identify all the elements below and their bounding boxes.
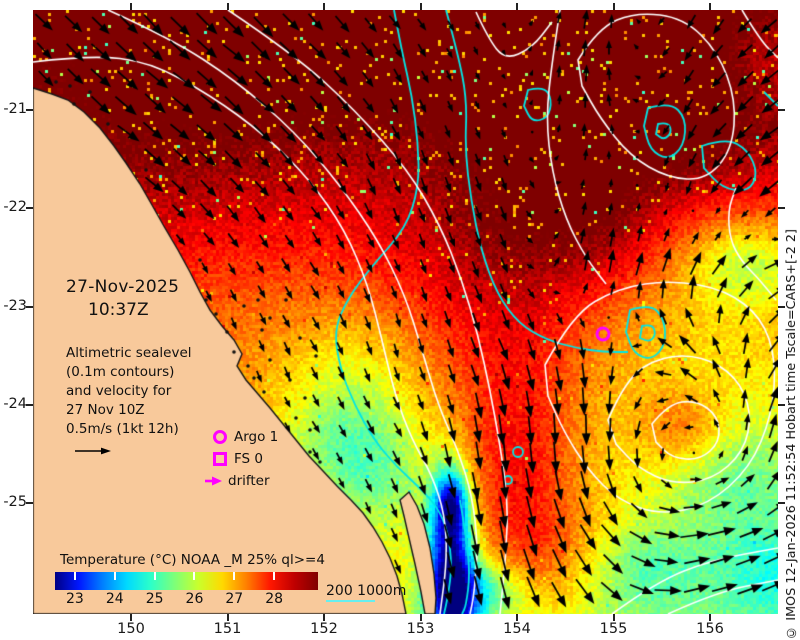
y-axis-tick: [26, 109, 33, 111]
y-axis-tick: [26, 403, 33, 406]
colorbar-tick-label: 27: [225, 591, 244, 607]
sst-velocity-map: [33, 10, 778, 614]
colorbar-block: Temperature (°C) NOAA _M 25% ql>=4 23 24 2…: [55, 552, 395, 607]
colorbar-tick-labels: 23 24 25 26 27 28: [55, 591, 318, 607]
observation-legend: Argo 1 FS 0 drifter: [205, 426, 278, 492]
x-axis-tick: [612, 3, 615, 10]
y-axis-tick-label: -23: [3, 297, 27, 314]
x-axis-tick: [226, 614, 229, 621]
x-axis-tick: [709, 614, 711, 621]
colorbar-tick: [153, 572, 156, 580]
y-axis-tick: [778, 207, 785, 210]
colorbar-tick-label: 23: [66, 591, 84, 607]
legend-label: drifter: [228, 473, 270, 489]
x-axis-tick: [130, 614, 132, 621]
x-axis-tick: [323, 3, 325, 10]
timestamp-label: 10:37Z: [88, 300, 149, 320]
x-axis-tick: [612, 614, 615, 621]
y-axis-tick: [26, 502, 33, 504]
argo-circle-icon: [210, 428, 234, 446]
x-axis-tick: [516, 614, 518, 621]
x-axis-tick-label: 153: [406, 621, 435, 637]
copyright-vertical-text: © IMOS 12-Jan-2026 11:52:54 Hobart time …: [784, 229, 799, 640]
legend-item-argo: Argo 1: [210, 426, 278, 448]
x-axis-tick-label: 154: [503, 621, 531, 637]
colorbar-gradient: [55, 572, 318, 590]
x-axis-tick-label: 152: [310, 621, 338, 637]
info-text-line: 0.5m/s (1kt 12h): [66, 421, 179, 437]
y-axis-tick: [26, 305, 33, 308]
x-axis-tick-label: 156: [696, 621, 724, 637]
info-text-line: and velocity for: [66, 383, 172, 399]
x-axis-tick-label: 151: [213, 621, 242, 637]
info-text-line: Altimetric sealevel: [66, 345, 192, 361]
x-axis-tick: [323, 614, 325, 621]
colorbar-tick-label: 28: [265, 591, 284, 607]
depth-scalebar: 200 1000m: [326, 583, 406, 602]
colorbar-tick: [113, 572, 116, 580]
info-text-line: 27 Nov 10Z: [66, 402, 145, 418]
colorbar-tick: [193, 572, 196, 580]
y-axis-tick-label: -22: [3, 199, 27, 216]
y-axis-tick: [26, 207, 33, 210]
legend-label: Argo 1: [234, 429, 279, 445]
legend-label: FS 0: [234, 451, 263, 467]
colorbar-tick-label: 24: [105, 591, 124, 607]
y-axis-tick-label: -24: [3, 395, 27, 412]
x-axis-tick-label: 155: [599, 621, 628, 637]
scalebar-label: 200 1000m: [326, 583, 407, 599]
x-axis-tick-label: 150: [117, 621, 145, 637]
y-axis-tick-label: -21: [3, 101, 27, 117]
y-axis-tick: [778, 502, 785, 504]
fs-square-icon: [210, 450, 234, 468]
velocity-reference-arrow-icon: [74, 442, 256, 461]
colorbar-tick: [273, 572, 276, 580]
date-label: 27-Nov-2025: [66, 277, 180, 297]
colorbar-tick-label: 25: [145, 591, 164, 607]
colorbar-tick: [233, 572, 236, 580]
legend-item-fs: FS 0: [210, 448, 278, 470]
x-axis-tick: [226, 3, 229, 10]
x-axis-tick: [419, 3, 422, 10]
y-axis-tick: [778, 109, 785, 111]
x-axis-tick: [130, 3, 132, 10]
y-axis-tick: [778, 403, 785, 406]
colorbar-tick-label: 26: [185, 591, 204, 607]
scalebar-line: [326, 600, 375, 602]
x-axis-tick: [419, 614, 422, 621]
colorbar-tick: [73, 572, 76, 580]
x-axis-tick: [709, 3, 711, 10]
y-axis-tick-label: -25: [3, 494, 27, 510]
info-text-line: (0.1m contours): [66, 364, 175, 380]
info-text: Altimetric sealevel (0.1m contours) and …: [66, 344, 256, 439]
x-axis-tick: [516, 3, 518, 10]
colorbar-title: Temperature (°C) NOAA _M 25% ql>=4: [60, 552, 325, 568]
y-axis-tick: [778, 305, 785, 308]
info-block: 27-Nov-2025 10:37Z Altimetric sealevel (…: [66, 277, 256, 461]
legend-item-drifter: drifter: [204, 470, 278, 492]
drifter-arrow-icon: [204, 475, 228, 487]
